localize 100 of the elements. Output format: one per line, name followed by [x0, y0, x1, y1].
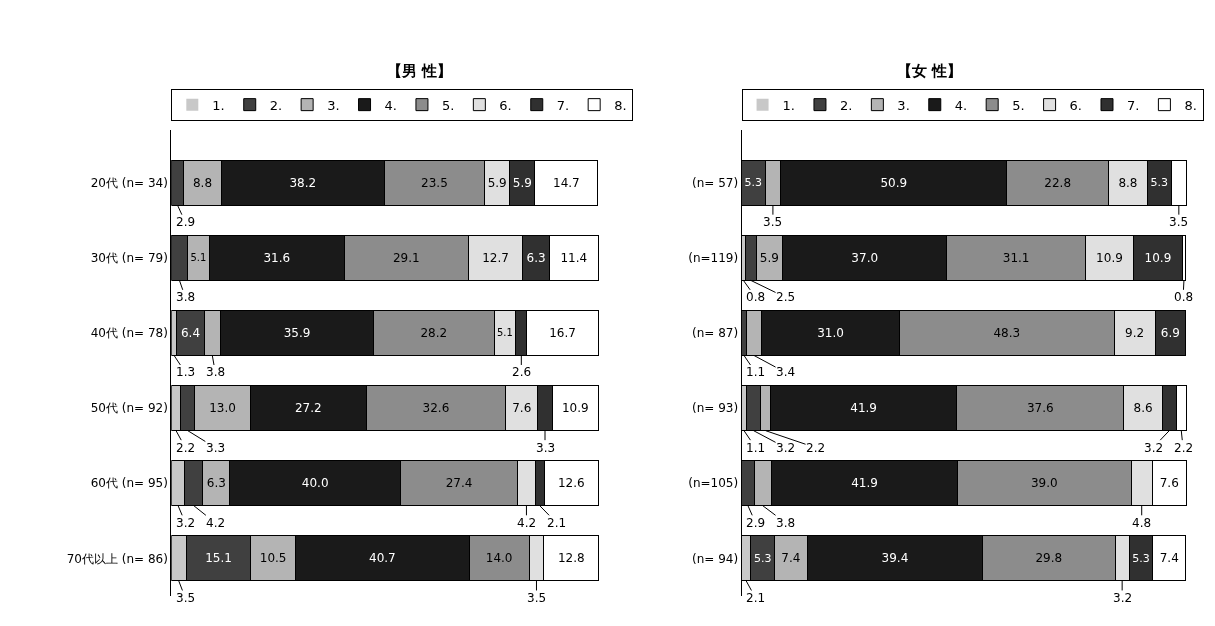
- chart-title: 【女 性】: [897, 62, 963, 80]
- data-label: 7.6: [1159, 476, 1179, 491]
- data-label: 5.3: [744, 176, 763, 190]
- data-label: 10.5: [259, 551, 287, 566]
- data-label: 3.5: [763, 215, 783, 229]
- data-label: 8.8: [192, 175, 213, 190]
- data-label: 2.2: [806, 441, 826, 455]
- data-label: 3.2: [176, 516, 196, 530]
- data-label: 5.1: [497, 327, 513, 339]
- data-label: 5.3: [1150, 176, 1169, 190]
- data-label: 38.2: [289, 175, 317, 190]
- data-label: 7.6: [512, 401, 532, 416]
- data-label: 2.6: [512, 365, 532, 379]
- data-label: 40.7: [369, 551, 396, 566]
- legend-label: 4.: [384, 97, 397, 113]
- data-label: 5.9: [487, 175, 507, 190]
- data-label: 3.3: [206, 441, 226, 455]
- data-label: 2.1: [746, 591, 766, 605]
- legend-label: 6.: [499, 97, 512, 113]
- data-label: 4.2: [517, 516, 537, 530]
- data-label: 2.9: [176, 215, 196, 229]
- data-label: 50.9: [880, 175, 908, 190]
- data-label: 6.3: [526, 250, 546, 265]
- data-label: 27.2: [294, 401, 322, 416]
- data-label: 16.7: [549, 325, 576, 340]
- data-label: 1.1: [746, 441, 766, 455]
- data-label: 31.1: [1002, 250, 1030, 265]
- data-label: 12.7: [482, 250, 509, 265]
- data-label: 14.7: [552, 175, 580, 190]
- data-label: 2.9: [746, 516, 766, 530]
- data-label: 3.3: [536, 441, 556, 455]
- y-tick-label: (n= 94): [692, 551, 739, 566]
- data-label: 8.6: [1133, 401, 1153, 416]
- y-tick-label: 70代以上 (n= 86): [66, 551, 168, 566]
- data-label: 3.5: [176, 591, 196, 605]
- data-label: 3.8: [176, 290, 196, 304]
- legend-label: 2.: [269, 97, 283, 113]
- data-label: 48.3: [993, 325, 1021, 340]
- data-label: 1.1: [746, 365, 766, 379]
- data-label: 8.8: [1118, 175, 1138, 190]
- data-label: 12.8: [557, 551, 585, 566]
- data-label: 40.0: [301, 476, 329, 491]
- data-label: 32.6: [422, 401, 450, 416]
- data-label: 6.9: [1160, 325, 1180, 340]
- y-tick-label: 20代 (n= 34): [90, 175, 168, 190]
- legend-label: 5.: [1012, 97, 1025, 113]
- data-label: 3.8: [776, 516, 796, 530]
- data-label: 4.8: [1132, 516, 1152, 530]
- data-label: 27.4: [445, 476, 473, 491]
- data-label: 12.6: [557, 476, 585, 491]
- data-label: 15.1: [205, 551, 232, 566]
- legend-label: 7.: [1127, 97, 1140, 113]
- y-tick-label: 60代 (n= 95): [90, 476, 168, 491]
- legend-label: 3.: [897, 97, 910, 113]
- data-label: 5.9: [759, 250, 779, 265]
- data-label: 41.9: [851, 476, 878, 491]
- data-label: 10.9: [1144, 250, 1172, 265]
- data-label: 5.3: [1132, 552, 1150, 566]
- text: 1.: [782, 97, 795, 113]
- data-label: 7.4: [1159, 551, 1179, 566]
- chart-title: 【男 性】: [387, 62, 453, 80]
- data-label: 5.1: [190, 252, 207, 264]
- data-label: 3.5: [1169, 215, 1189, 229]
- data-label: 3.2: [1113, 591, 1133, 605]
- legend-label: 1.: [212, 97, 225, 113]
- data-label: 37.6: [1026, 401, 1054, 416]
- legend-label: 4.: [954, 97, 968, 113]
- data-label: 3.2: [1144, 441, 1164, 455]
- data-label: 39.0: [1030, 476, 1058, 491]
- data-label: 39.4: [881, 551, 909, 566]
- data-label: 22.8: [1044, 175, 1072, 190]
- legend-label: 5.: [441, 97, 455, 113]
- data-label: 1.3: [176, 365, 196, 379]
- data-label: 2.1: [547, 516, 567, 530]
- data-label: 5.9: [512, 175, 532, 190]
- data-label: 2.2: [1174, 441, 1194, 455]
- y-tick-label: 50代 (n= 92): [90, 401, 168, 416]
- y-tick-label: 40代 (n= 78): [90, 326, 168, 341]
- data-label: 3.5: [527, 591, 547, 605]
- data-label: 35.9: [283, 325, 311, 340]
- y-tick-label: (n=119): [688, 250, 739, 265]
- data-label: 11.4: [560, 250, 588, 265]
- data-label: 0.8: [1174, 290, 1194, 304]
- data-label: 3.4: [776, 365, 796, 379]
- data-label: 10.9: [561, 401, 589, 416]
- data-label: 7.4: [781, 551, 801, 566]
- data-label: 29.8: [1035, 551, 1063, 566]
- y-tick-label: (n= 57): [692, 175, 739, 190]
- data-label: 37.0: [851, 250, 879, 265]
- data-label: 31.0: [817, 325, 844, 340]
- data-label: 29.1: [392, 250, 420, 265]
- legend-label: 8.: [614, 97, 627, 113]
- data-label: 14.0: [485, 551, 513, 566]
- data-label: 31.6: [263, 250, 291, 265]
- data-label: 3.8: [206, 365, 226, 379]
- data-label: 13.0: [209, 401, 236, 416]
- y-tick-label: (n= 93): [692, 401, 739, 416]
- data-label: 3.2: [776, 441, 796, 455]
- legend-label: 7.: [556, 97, 570, 113]
- data-label: 6.3: [206, 476, 226, 491]
